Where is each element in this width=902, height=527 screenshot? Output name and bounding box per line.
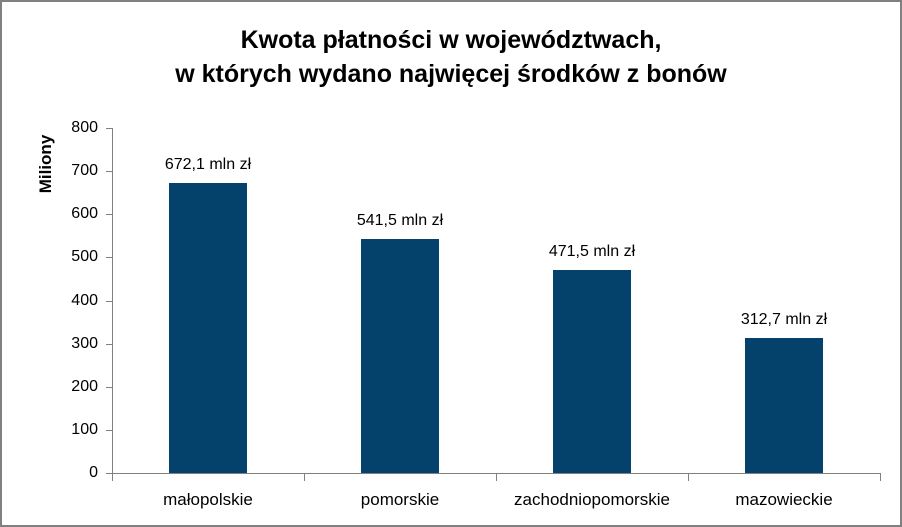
y-tick-label: 300 <box>71 334 98 352</box>
bar-value-label: 471,5 mln zł <box>548 242 636 260</box>
y-tick-label: 200 <box>71 377 98 395</box>
bar <box>553 269 631 473</box>
y-tick-label: 600 <box>71 205 98 223</box>
bar <box>745 338 823 473</box>
y-tick-mark <box>106 214 112 216</box>
y-tick-label: 100 <box>71 420 98 438</box>
y-axis-line <box>112 128 113 473</box>
y-tick-mark <box>106 128 112 129</box>
y-tick-label: 500 <box>71 248 98 266</box>
x-tick-mark <box>688 473 689 481</box>
y-tick-mark <box>106 300 112 302</box>
bar <box>361 239 439 473</box>
bar-value-label: 312,7 mln zł <box>740 311 828 329</box>
bar-value-label: 672,1 mln zł <box>164 156 252 174</box>
y-tick-mark <box>106 257 112 259</box>
y-tick-label: 700 <box>71 162 98 180</box>
y-tick-label: 800 <box>71 119 98 136</box>
chart-title-line-2: w których wydano najwięcej środków z bon… <box>175 60 727 88</box>
x-tick-mark <box>496 473 497 481</box>
y-tick-mark <box>106 473 112 474</box>
y-tick-mark <box>106 171 112 173</box>
y-tick-mark <box>106 343 112 345</box>
y-tick-label: 0 <box>89 464 98 481</box>
category-label: zachodniopomorskie <box>514 490 670 509</box>
category-label: mazowieckie <box>735 490 833 509</box>
y-tick-label: 400 <box>71 291 98 309</box>
y-tick-mark <box>106 386 112 388</box>
category-label: małopolskie <box>163 490 253 509</box>
bar <box>169 183 247 473</box>
x-tick-mark <box>112 473 113 481</box>
y-tick-mark <box>106 429 112 431</box>
chart-title: Kwota płatności w województwach, w który… <box>2 23 900 91</box>
bar-value-label: 541,5 mln zł <box>356 212 444 230</box>
x-tick-mark <box>880 473 881 481</box>
category-label: pomorskie <box>360 490 440 509</box>
x-tick-mark <box>304 473 305 481</box>
chart-title-line-1: Kwota płatności w województwach, <box>240 26 662 54</box>
